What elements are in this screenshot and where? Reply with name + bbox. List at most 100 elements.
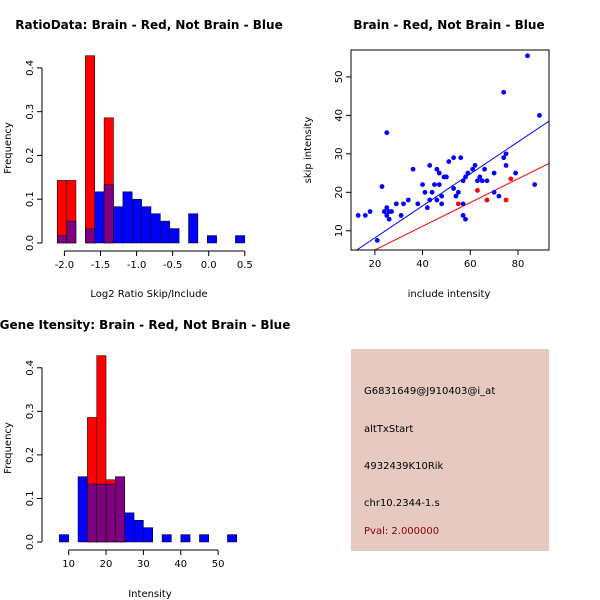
ratio-y-tick-label: 0.1 <box>25 191 36 207</box>
scatter-point-blue <box>491 170 497 176</box>
gene-intensity-histogram: Gene Itensity: Brain - Red, Not Brain - … <box>0 318 290 600</box>
scatter-point-blue <box>389 209 394 214</box>
scatter-xlabel: include intensity <box>408 289 491 300</box>
ratio-y-tick-label: 0.3 <box>25 104 36 120</box>
ratio-bar-not-brain <box>94 191 105 244</box>
gene-bar-not-brain <box>199 534 210 543</box>
ratio-x-tick-label: -1.5 <box>91 260 111 271</box>
fit-line-blue <box>355 120 549 250</box>
location-text: chr10.2344-1.s <box>364 498 440 509</box>
gene-y-tick-label: 0.1 <box>25 490 36 506</box>
scatter-point-blue <box>420 182 425 188</box>
gene-x-tick-label: 30 <box>137 559 150 570</box>
scatter-point-red <box>455 201 461 207</box>
scatter-point-blue <box>458 155 464 161</box>
scatter-ylabel: skip intensity <box>303 117 314 184</box>
scatter-frame <box>350 49 550 251</box>
scatter-point-blue <box>422 189 428 195</box>
gene-bar-not-brain <box>227 534 238 543</box>
scatter-point-blue <box>393 201 399 207</box>
ratio-x-tick-label: -2.0 <box>55 260 75 271</box>
scatter-point-blue <box>439 201 445 207</box>
scatter-point-blue <box>465 170 471 176</box>
info-panel: G6831649@J910403@i_at altTxStart 4932439… <box>351 349 549 551</box>
scatter-plot-area <box>355 53 549 250</box>
scatter-point-blue <box>460 201 466 207</box>
gene-histogram-xlabel: Intensity <box>128 589 172 600</box>
gene-y-tick-label: 0.3 <box>25 403 36 419</box>
scatter-point-blue <box>482 166 487 172</box>
ratio-histogram-ylabel: Frequency <box>3 122 14 174</box>
scatter-point-blue <box>434 197 440 203</box>
scatter-point-blue <box>463 216 468 222</box>
scatter-point-blue <box>405 197 411 203</box>
scatter-y-tick-label: 50 <box>334 71 345 84</box>
scatter-point-blue <box>384 205 390 211</box>
scatter-point-blue <box>424 205 430 211</box>
scatter-point-blue <box>444 174 449 180</box>
pval-text: Pval: 2.000000 <box>364 526 440 537</box>
ratio-bar-not-brain <box>169 228 180 244</box>
ratio-histogram-xlabel: Log2 Ratio Skip/Include <box>90 289 207 300</box>
scatter-point-blue <box>496 193 502 199</box>
scatter-point-blue <box>427 162 433 168</box>
scatter-point-blue <box>501 89 507 95</box>
scatter-point-blue <box>503 151 509 157</box>
ratio-y-tick-label: 0.4 <box>25 60 36 76</box>
gene-histogram-ylabel: Frequency <box>3 422 14 474</box>
ratio-x-tick-label: -0.5 <box>163 260 183 271</box>
scatter-point-blue <box>463 174 468 180</box>
ratio-bar-not-brain <box>103 184 114 244</box>
gene-histogram-title: Gene Itensity: Brain - Red, Not Brain - … <box>0 318 290 332</box>
ratio-y-tick-label: 0.0 <box>25 235 36 251</box>
scatter-point-blue <box>491 189 497 195</box>
scatter-y-tick-label: 40 <box>334 109 345 122</box>
scatter-point-blue <box>415 201 421 207</box>
scatter-point-red <box>484 197 490 203</box>
scatter-point-blue <box>398 212 404 218</box>
scatter-point-blue <box>362 212 368 218</box>
scatter-point-blue <box>367 209 373 214</box>
gene-x-tick-label: 40 <box>174 559 187 570</box>
scatter-y-tick-label: 20 <box>334 186 345 199</box>
ratio-x-tick-label: 0.5 <box>237 260 253 271</box>
gene-x-tick-label: 50 <box>212 559 225 570</box>
ratio-bar-not-brain <box>160 220 171 244</box>
scatter-point-blue <box>472 162 478 168</box>
scatter-point-blue <box>429 189 435 195</box>
gene-x-tick-label: 10 <box>62 559 75 570</box>
scatter-point-blue <box>384 212 390 218</box>
scatter-point-blue <box>451 155 456 161</box>
scatter-point-blue <box>460 178 466 184</box>
scatter-y-tick-label: 30 <box>334 147 345 160</box>
ratio-bar-not-brain <box>188 213 199 244</box>
scatter-point-blue <box>432 182 437 188</box>
scatter-point-blue <box>381 209 387 214</box>
ratio-bar-not-brain <box>141 206 152 244</box>
scatter-point-blue <box>460 212 466 218</box>
ratio-bar-not-brain <box>235 235 246 244</box>
scatter-point-blue <box>386 216 392 222</box>
ratio-bar-not-brain <box>131 198 142 244</box>
scatter-title: Brain - Red, Not Brain - Blue <box>353 18 544 32</box>
scatter-point-blue <box>479 178 485 184</box>
ratio-x-tick-label: 0.0 <box>201 260 217 271</box>
intensity-scatter: Brain - Red, Not Brain - Blue include in… <box>303 18 550 300</box>
scatter-point-blue <box>501 155 507 161</box>
scatter-point-blue <box>384 130 390 136</box>
scatter-point-blue <box>374 237 380 243</box>
gene-y-tick-label: 0.0 <box>25 534 36 550</box>
ratio-y-tick-label: 0.2 <box>25 147 36 163</box>
scatter-point-blue <box>525 53 530 59</box>
probe-id-text: G6831649@J910403@i_at <box>364 386 496 397</box>
gene-bar-not-brain <box>133 519 144 543</box>
scatter-point-blue <box>451 186 456 191</box>
scatter-point-blue <box>401 201 406 207</box>
scatter-point-blue <box>503 162 509 168</box>
scatter-point-blue <box>532 182 538 188</box>
scatter-x-tick-label: 20 <box>368 259 381 270</box>
gene-bar-not-brain <box>143 527 153 543</box>
gene-bar-not-brain <box>59 534 69 543</box>
scatter-x-tick-label: 40 <box>416 259 429 270</box>
